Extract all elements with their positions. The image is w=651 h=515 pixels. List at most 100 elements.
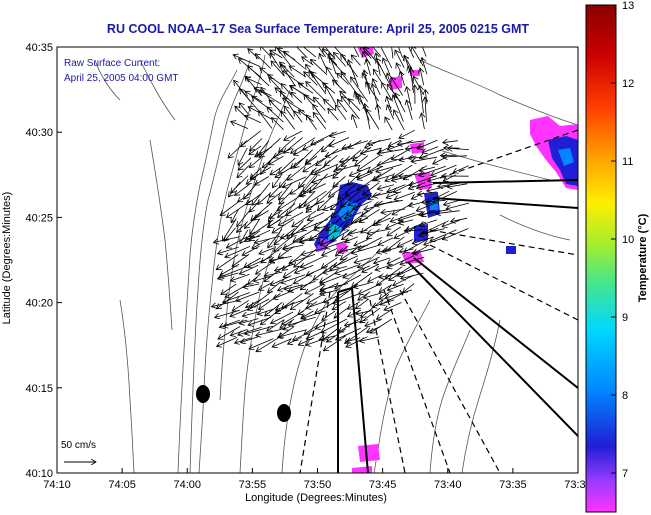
colorbar-tick-label: 7	[622, 468, 628, 480]
current-vector	[397, 47, 404, 59]
current-vector	[231, 273, 250, 281]
current-vector	[237, 208, 252, 227]
current-vector	[287, 164, 307, 180]
current-vector	[319, 54, 327, 69]
current-vector	[282, 293, 303, 309]
current-vector	[287, 220, 304, 239]
current-vector	[249, 229, 271, 240]
current-vector	[356, 298, 369, 309]
current-vector	[397, 239, 414, 247]
current-vector	[293, 271, 314, 283]
current-vector	[417, 139, 438, 149]
current-vector	[230, 308, 249, 317]
y-tick-label: 40:35	[25, 42, 53, 54]
current-vector	[391, 77, 404, 96]
current-vector	[355, 155, 369, 167]
current-vector	[240, 89, 260, 112]
current-vector	[419, 166, 436, 171]
colorbar-ticks: 7 8 9 10 11 12 13	[611, 0, 634, 480]
current-vector	[259, 247, 274, 254]
current-vector	[384, 302, 402, 311]
y-axis: 40:35 40:30 40:25 40:20 40:15 40:10	[25, 42, 62, 480]
current-vector	[216, 254, 239, 270]
current-vector	[377, 148, 404, 153]
current-vector	[345, 236, 358, 242]
current-vector	[296, 47, 307, 58]
current-vector	[309, 226, 328, 241]
current-vector	[412, 236, 434, 244]
current-vector	[353, 47, 360, 58]
y-tick-label: 40:20	[25, 298, 53, 310]
current-vector	[383, 58, 391, 75]
current-vector	[224, 227, 236, 241]
current-vector	[376, 58, 391, 85]
current-vector	[422, 200, 446, 202]
current-vector	[303, 157, 325, 172]
current-vector	[280, 318, 295, 328]
current-vector	[306, 265, 329, 276]
x-tick-label: 73:55	[239, 479, 267, 491]
current-vector	[352, 115, 358, 129]
current-vector	[226, 236, 248, 248]
current-vector	[422, 58, 428, 75]
current-vector	[386, 191, 402, 198]
current-vector	[302, 47, 317, 58]
colorbar-tick-label: 13	[622, 0, 634, 12]
current-vector	[357, 154, 381, 171]
current-vector	[278, 211, 304, 225]
current-vector	[368, 138, 391, 144]
current-vector	[304, 190, 327, 206]
current-vector	[391, 47, 394, 59]
current-vector	[279, 157, 296, 173]
current-vector	[295, 264, 314, 273]
current-vector	[238, 147, 248, 165]
current-vector	[243, 284, 260, 287]
current-vector	[397, 263, 424, 276]
current-vector	[331, 202, 347, 218]
current-vector	[417, 192, 437, 195]
current-vector	[360, 336, 380, 342]
current-vector	[214, 236, 241, 243]
current-vector	[309, 71, 327, 95]
current-vector	[395, 50, 405, 68]
surface-current-vectors	[212, 47, 470, 352]
current-vector	[373, 69, 384, 85]
current-vector	[387, 257, 401, 264]
current-vector	[422, 146, 439, 153]
current-vector	[394, 191, 415, 200]
current-vector	[354, 257, 371, 263]
current-vector	[249, 157, 262, 168]
current-vector	[349, 166, 371, 176]
current-vector	[320, 283, 349, 290]
current-vector	[387, 226, 402, 236]
current-vector	[228, 140, 248, 159]
current-vector	[361, 299, 383, 318]
current-vector	[322, 310, 336, 320]
current-vector	[278, 329, 307, 337]
current-vector	[228, 181, 241, 197]
current-vector	[275, 299, 304, 310]
current-vector	[269, 184, 282, 197]
current-vector	[315, 301, 336, 313]
current-vector	[255, 54, 272, 69]
current-vector	[231, 209, 239, 222]
current-vector	[352, 244, 380, 253]
current-vector	[232, 300, 249, 311]
current-vector	[335, 274, 362, 289]
current-vector	[399, 249, 414, 252]
current-vector	[399, 129, 416, 138]
current-vector	[275, 165, 295, 178]
current-vector	[393, 95, 404, 122]
current-vector	[255, 146, 273, 157]
current-vector	[283, 264, 304, 278]
current-vector	[241, 336, 259, 343]
current-vector	[249, 145, 262, 154]
current-vector	[353, 201, 372, 209]
current-vector	[387, 105, 394, 120]
x-tick-label: 73:45	[369, 479, 397, 491]
current-vector	[335, 264, 358, 273]
current-vector	[242, 245, 260, 255]
current-vector	[374, 257, 391, 264]
current-vector	[250, 166, 272, 179]
